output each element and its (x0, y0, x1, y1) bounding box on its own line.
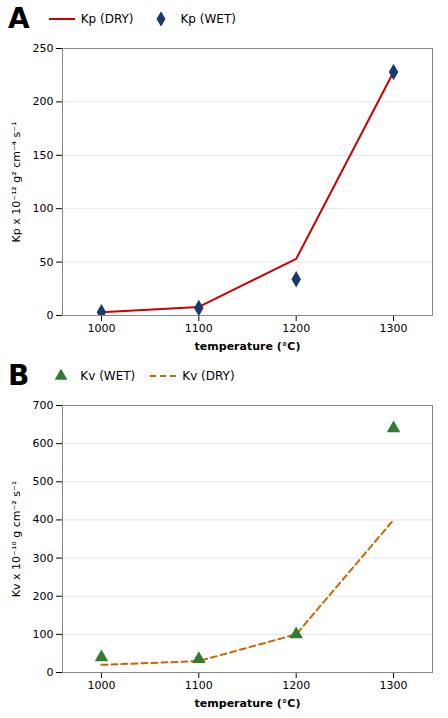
svg-text:Kp x 10⁻¹² g² cm⁻⁴ s⁻¹: Kp x 10⁻¹² g² cm⁻⁴ s⁻¹ (10, 121, 23, 242)
svg-text:50: 50 (40, 256, 54, 269)
svg-text:1100: 1100 (185, 679, 213, 692)
html-text:A: A (8, 2, 30, 35)
svg-text:100: 100 (33, 628, 54, 641)
svg-text:1200: 1200 (282, 679, 310, 692)
svg-text:1200: 1200 (282, 322, 310, 335)
html-text:Kp (DRY): Kp (DRY) (80, 12, 134, 26)
svg-text:temperature (°C): temperature (°C) (195, 697, 301, 710)
svg-text:0: 0 (47, 666, 54, 679)
svg-text:200: 200 (33, 95, 54, 108)
svg-text:200: 200 (33, 590, 54, 603)
svg-text:1000: 1000 (87, 679, 115, 692)
html-text:B: B (8, 359, 30, 392)
svg-text:1000: 1000 (87, 322, 115, 335)
svg-text:400: 400 (33, 513, 54, 526)
svg-text:300: 300 (33, 552, 54, 565)
svg-text:temperature (°C): temperature (°C) (195, 340, 301, 353)
svg-text:Kv x 10⁻¹⁰ g cm⁻² s⁻¹: Kv x 10⁻¹⁰ g cm⁻² s⁻¹ (10, 481, 23, 597)
svg-text:150: 150 (33, 149, 54, 162)
html-text:Kv (WET): Kv (WET) (80, 369, 136, 383)
svg-text:1300: 1300 (380, 322, 408, 335)
svg-text:700: 700 (33, 399, 54, 412)
svg-text:500: 500 (33, 475, 54, 488)
svg-text:0: 0 (47, 309, 54, 322)
svg-text:1100: 1100 (185, 322, 213, 335)
html-text:Kv (DRY): Kv (DRY) (182, 369, 235, 383)
svg-text:100: 100 (33, 202, 54, 215)
svg-text:600: 600 (33, 437, 54, 450)
html-text:Kp (WET): Kp (WET) (180, 12, 236, 26)
svg-text:1300: 1300 (380, 679, 408, 692)
svg-text:250: 250 (33, 42, 54, 55)
